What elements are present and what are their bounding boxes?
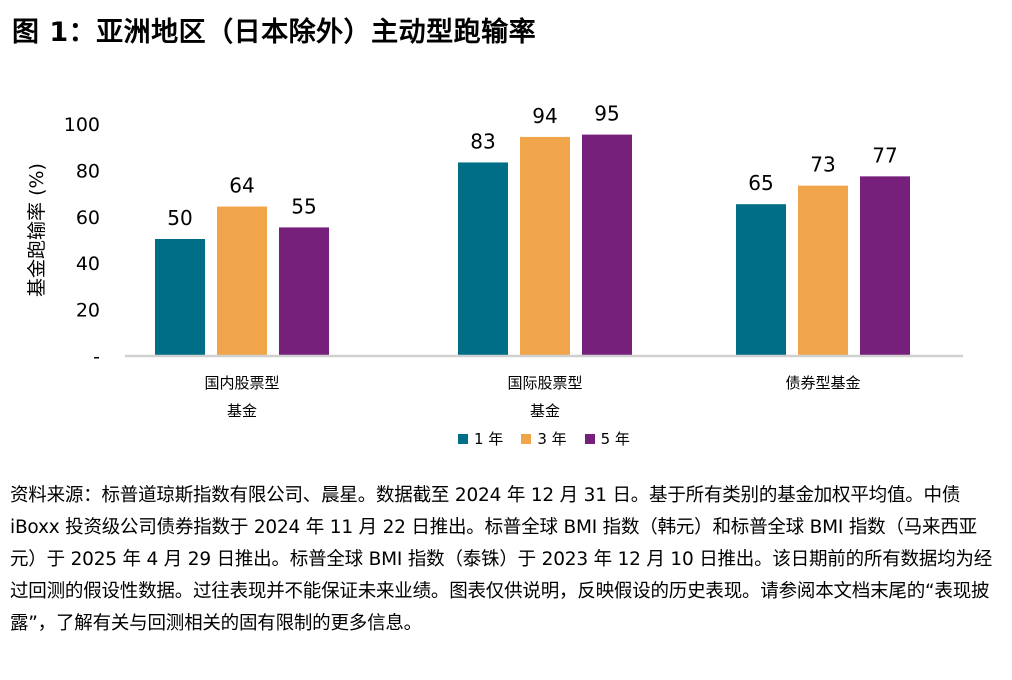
bar — [860, 176, 910, 355]
legend-swatch — [521, 433, 532, 444]
bar — [736, 204, 786, 355]
data-label: 95 — [594, 102, 619, 126]
data-label: 77 — [872, 143, 897, 167]
bar — [520, 136, 570, 355]
legend-label: 3 年 — [537, 430, 567, 448]
legend-label: 1 年 — [474, 430, 504, 448]
legend-swatch — [584, 433, 595, 444]
bar — [798, 185, 848, 355]
y-tick-label: 100 — [64, 114, 100, 136]
y-tick-label: 20 — [76, 300, 100, 322]
bar — [458, 162, 508, 355]
x-tick-label: 基金 — [227, 402, 257, 420]
y-axis-label: 基金跑输率 (%) — [26, 163, 48, 297]
source-note: 资料来源：标普道琼斯指数有限公司、晨星。数据截至 2024 年 12 月 31 … — [10, 485, 992, 634]
data-label: 94 — [532, 104, 557, 128]
chart-title: 图 1：亚洲地区（日本除外）主动型跑输率 — [12, 17, 537, 48]
data-label: 55 — [291, 194, 316, 218]
data-label: 65 — [748, 171, 773, 195]
y-tick-label: - — [93, 346, 100, 368]
legend: 1 年 3 年 5 年 — [458, 428, 630, 449]
bar — [217, 206, 267, 355]
bar — [582, 134, 632, 355]
y-tick-label: 40 — [76, 253, 100, 275]
bar-chart: 基金跑输率 (%) - 20 40 60 80 100 50 83 65 64 94 73 55 95 77 国… — [26, 102, 963, 420]
x-tick-label: 国际股票型 — [507, 374, 582, 392]
legend-item: 5 年 — [584, 428, 630, 449]
legend-label: 5 年 — [600, 430, 630, 448]
y-tick-label: 60 — [76, 207, 100, 229]
legend-swatch — [458, 433, 468, 444]
x-tick-label: 基金 — [530, 402, 560, 420]
data-label: 83 — [470, 129, 495, 153]
data-label: 50 — [167, 206, 192, 230]
data-label: 73 — [810, 153, 835, 177]
data-label: 64 — [229, 174, 254, 198]
legend-item: 3 年 — [521, 428, 567, 449]
bar — [155, 239, 205, 355]
x-tick-label: 债券型基金 — [785, 374, 860, 392]
x-tick-label: 国内股票型 — [204, 374, 279, 392]
bar — [279, 227, 329, 355]
y-tick-label: 80 — [76, 160, 100, 182]
legend-item: 1 年 — [458, 428, 503, 449]
